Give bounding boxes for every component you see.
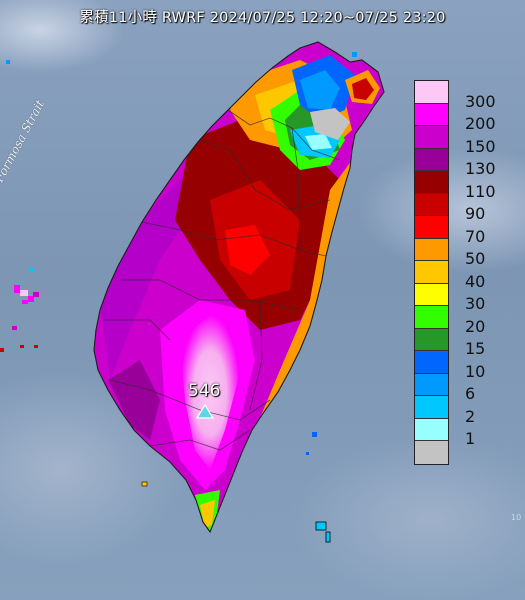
legend-swatch [415,261,448,284]
max-value-label: 546 [188,381,221,401]
rain-6-north [300,70,340,110]
legend-swatch [415,418,448,441]
legend-swatch [415,148,448,171]
color-legend [414,80,449,465]
legend-label: 2 [465,406,476,426]
county-borders [105,109,341,451]
green-island [306,432,317,455]
max-rainfall-marker-icon [195,403,215,419]
legend-label: 130 [465,159,496,178]
legend-swatch [415,171,448,194]
legend-swatch [415,441,448,464]
legend-label: 30 [465,294,486,313]
legend-label: 15 [465,339,486,358]
rain-150-west [100,170,200,380]
legend-label: 40 [465,271,486,291]
corner-text: 10 [511,513,522,522]
legend-swatch [415,351,448,374]
legend-label: 50 [465,249,486,268]
legend-swatch [415,306,448,329]
rain-1-north [305,134,332,150]
legend-label: 1 [465,429,476,448]
orchid-island [315,521,331,543]
legend-label: 20 [465,316,486,336]
rain-40-south [200,500,215,528]
legend-swatch [415,81,448,104]
legend-label: 6 [465,384,476,403]
legend-label: 70 [465,226,486,246]
rain-300-area [180,315,240,470]
legend-swatch [415,283,448,306]
legend-swatch [415,328,448,351]
legend-swatch [415,396,448,419]
rain-130-sw [108,360,160,440]
matsu-islands [6,52,357,272]
small-island-sw [141,481,148,487]
legend-label: 90 [465,204,486,223]
legend-label: 300 [465,91,496,111]
legend-swatch [415,373,448,396]
rain-none-north [310,108,350,140]
legend-swatch [415,126,448,149]
penghu-islands [0,285,39,352]
map-title: 累積11小時 RWRF 2024/07/25 12:20~07/25 23:20 [79,10,446,26]
legend-label: 150 [465,136,496,156]
legend-label: 110 [465,181,496,201]
legend-swatch [415,238,448,261]
legend-swatch [415,193,448,216]
legend-swatch [415,103,448,126]
legend-label: 200 [465,114,496,133]
legend-swatch [415,216,448,239]
rain-90-ne [352,78,374,100]
legend-label: 10 [465,361,486,381]
